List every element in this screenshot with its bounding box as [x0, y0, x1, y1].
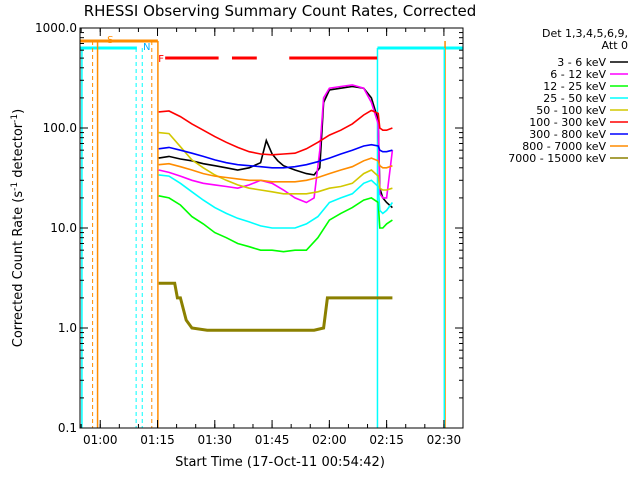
- saa-label: S: [107, 35, 113, 46]
- legend-header: Att 0: [602, 39, 628, 52]
- series-line: [158, 195, 393, 253]
- legend-label: 12 - 25 keV: [543, 80, 606, 93]
- legend-header: Det 1,3,4,5,6,9,: [542, 27, 628, 40]
- series-layer: [158, 84, 394, 332]
- x-tick-label: 01:30: [197, 433, 232, 447]
- legend-label: 800 - 7000 keV: [522, 140, 606, 153]
- x-tick-label: 02:00: [312, 433, 347, 447]
- legend-label: 6 - 12 keV: [550, 68, 606, 81]
- axes-layer: 0.1 1.0 10.0 100.0 1000.0 01:00 01:15 01:30 01:4…: [35, 21, 464, 447]
- flare-label: F: [158, 54, 164, 65]
- series-line: [158, 109, 393, 156]
- y-axis-label-sup: -1: [10, 182, 20, 191]
- series-line: [158, 174, 394, 229]
- orbit-bars-layer: N S F: [80, 35, 463, 428]
- series-line: [158, 281, 393, 332]
- series-line: [158, 143, 393, 169]
- night-label: N: [143, 42, 150, 53]
- series-line: [158, 131, 393, 195]
- series-line: [158, 84, 394, 204]
- y-tick-label: 1.0: [58, 321, 77, 335]
- legend-label: 300 - 800 keV: [529, 128, 606, 141]
- y-tick-label: 0.1: [58, 421, 77, 435]
- x-tick-label: 02:30: [427, 433, 462, 447]
- x-tick-label: 01:00: [83, 433, 118, 447]
- x-tick-label: 02:15: [369, 433, 404, 447]
- series-line: [158, 85, 393, 209]
- chart-title: RHESSI Observing Summary Count Rates, Co…: [84, 2, 477, 20]
- legend-label: 7000 - 15000 keV: [508, 152, 606, 165]
- x-tick-label: 01:45: [255, 433, 290, 447]
- y-axis-label: Corrected Count Rate (s-1 detector-1): [10, 109, 26, 347]
- y-tick-label: 1000.0: [35, 21, 77, 35]
- legend-label: 25 - 50 keV: [543, 92, 606, 105]
- y-axis-label-main: Corrected Count Rate (s: [11, 191, 26, 348]
- y-axis-label-sup2: -1: [10, 114, 20, 123]
- series-line: [158, 157, 393, 183]
- x-tick-label: 01:15: [140, 433, 175, 447]
- x-axis-label: Start Time (17-Oct-11 00:54:42): [175, 455, 385, 470]
- legend-label: 100 - 300 keV: [529, 116, 606, 129]
- y-tick-label: 100.0: [43, 121, 77, 135]
- y-axis-label-end: ): [11, 109, 26, 114]
- legend-label: 3 - 6 keV: [557, 56, 606, 69]
- y-tick-label: 10.0: [50, 221, 77, 235]
- legend-label: 50 - 100 keV: [536, 104, 606, 117]
- y-axis-label-mid: detector: [11, 122, 26, 182]
